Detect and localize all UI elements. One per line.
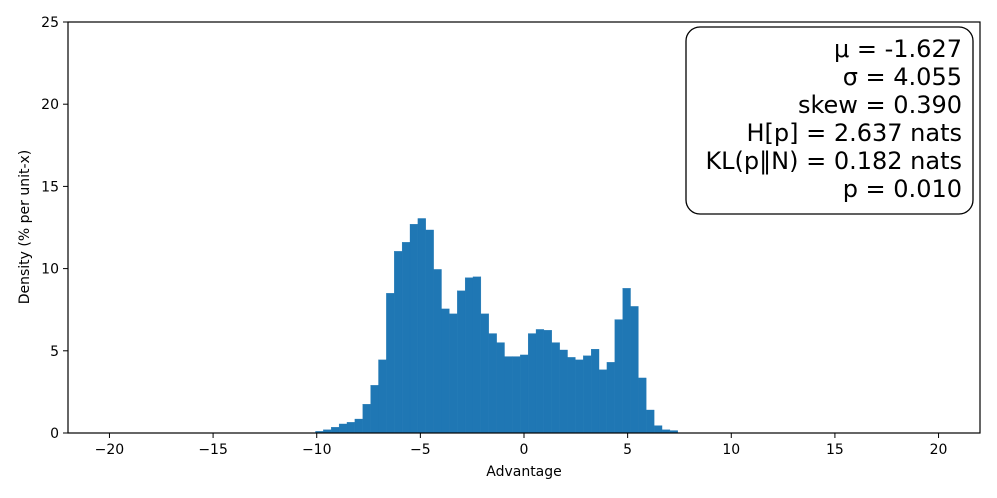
histogram-bar [606,362,615,434]
histogram-bar [504,356,513,434]
histogram-bar [512,356,521,434]
stats-box-frame [685,26,974,215]
histogram-bar [425,229,434,434]
x-tick-label: 5 [623,442,632,458]
histogram-bar [583,355,592,434]
histogram-bar [614,319,623,434]
y-axis-label: Density (% per unit-x) [17,150,33,305]
x-tick-label: −20 [95,442,125,458]
histogram-bars [315,218,678,434]
histogram-bar [567,357,576,434]
stat-mean: μ = -1.627 [834,35,962,63]
histogram-bar [622,288,631,434]
y-tick-label: 10 [41,262,59,278]
histogram-bar [378,359,387,434]
x-tick-label: 20 [930,442,948,458]
histogram-bar [551,342,560,434]
histogram-bar [535,329,545,434]
x-tick-label: −10 [302,442,332,458]
x-axis-label: Advantage [486,464,562,480]
histogram-bar [409,224,419,434]
y-tick-label: 25 [41,15,59,31]
histogram-bar [386,293,395,434]
stats-box: μ = -1.627 σ = 4.055 skew = 0.390 H[p] =… [685,26,974,215]
y-tick-label: 5 [50,344,59,360]
histogram-bar [654,425,663,434]
histogram-bar [370,385,379,434]
y-tick-label: 15 [41,179,59,195]
histogram-bar [488,333,497,434]
histogram-bar [441,308,450,434]
histogram-bar [417,218,426,434]
histogram-bar [433,269,442,434]
histogram-bar [354,418,363,434]
histogram-bar [598,369,608,434]
histogram-bar [646,409,655,434]
x-tick-label: 15 [826,442,844,458]
histogram-bar [630,306,639,434]
histogram-bar [457,290,466,434]
x-tick-label: −5 [410,442,431,458]
y-tick-label: 20 [41,97,59,113]
histogram-bar [527,333,537,434]
x-tick-label: 0 [520,442,529,458]
stat-entropy: H[p] = 2.637 nats [746,119,962,147]
histogram-bar [338,423,348,434]
histogram-bar [575,359,584,434]
histogram-bar [559,349,568,434]
stat-kl: KL(p‖N) = 0.182 nats [705,147,962,175]
histogram-bar [520,354,529,434]
y-axis-ticks: 0 5 10 15 20 25 [41,15,68,442]
histogram-bar [346,422,356,434]
x-axis-ticks: −20 −15 −10 −5 0 5 10 15 20 [95,433,948,458]
plot-frame [67,21,981,434]
histogram-bar [464,277,474,434]
histogram-bar [449,313,458,434]
histogram-bar [591,349,600,434]
x-tick-label: 10 [722,442,740,458]
histogram-bar [496,342,505,434]
stat-std: σ = 4.055 [843,63,962,91]
stat-pvalue: p = 0.010 [843,175,962,203]
histogram-bar [543,330,552,434]
stat-skew: skew = 0.390 [798,91,962,119]
histogram-bar [472,276,482,434]
histogram-bar [480,313,489,434]
y-tick-label: 0 [50,426,59,442]
x-tick-label: −15 [198,442,228,458]
histogram-bar [401,242,411,434]
histogram-bar [331,427,340,434]
histogram-bar [362,404,371,434]
histogram-bar [394,251,403,434]
histogram-bar [638,377,647,434]
